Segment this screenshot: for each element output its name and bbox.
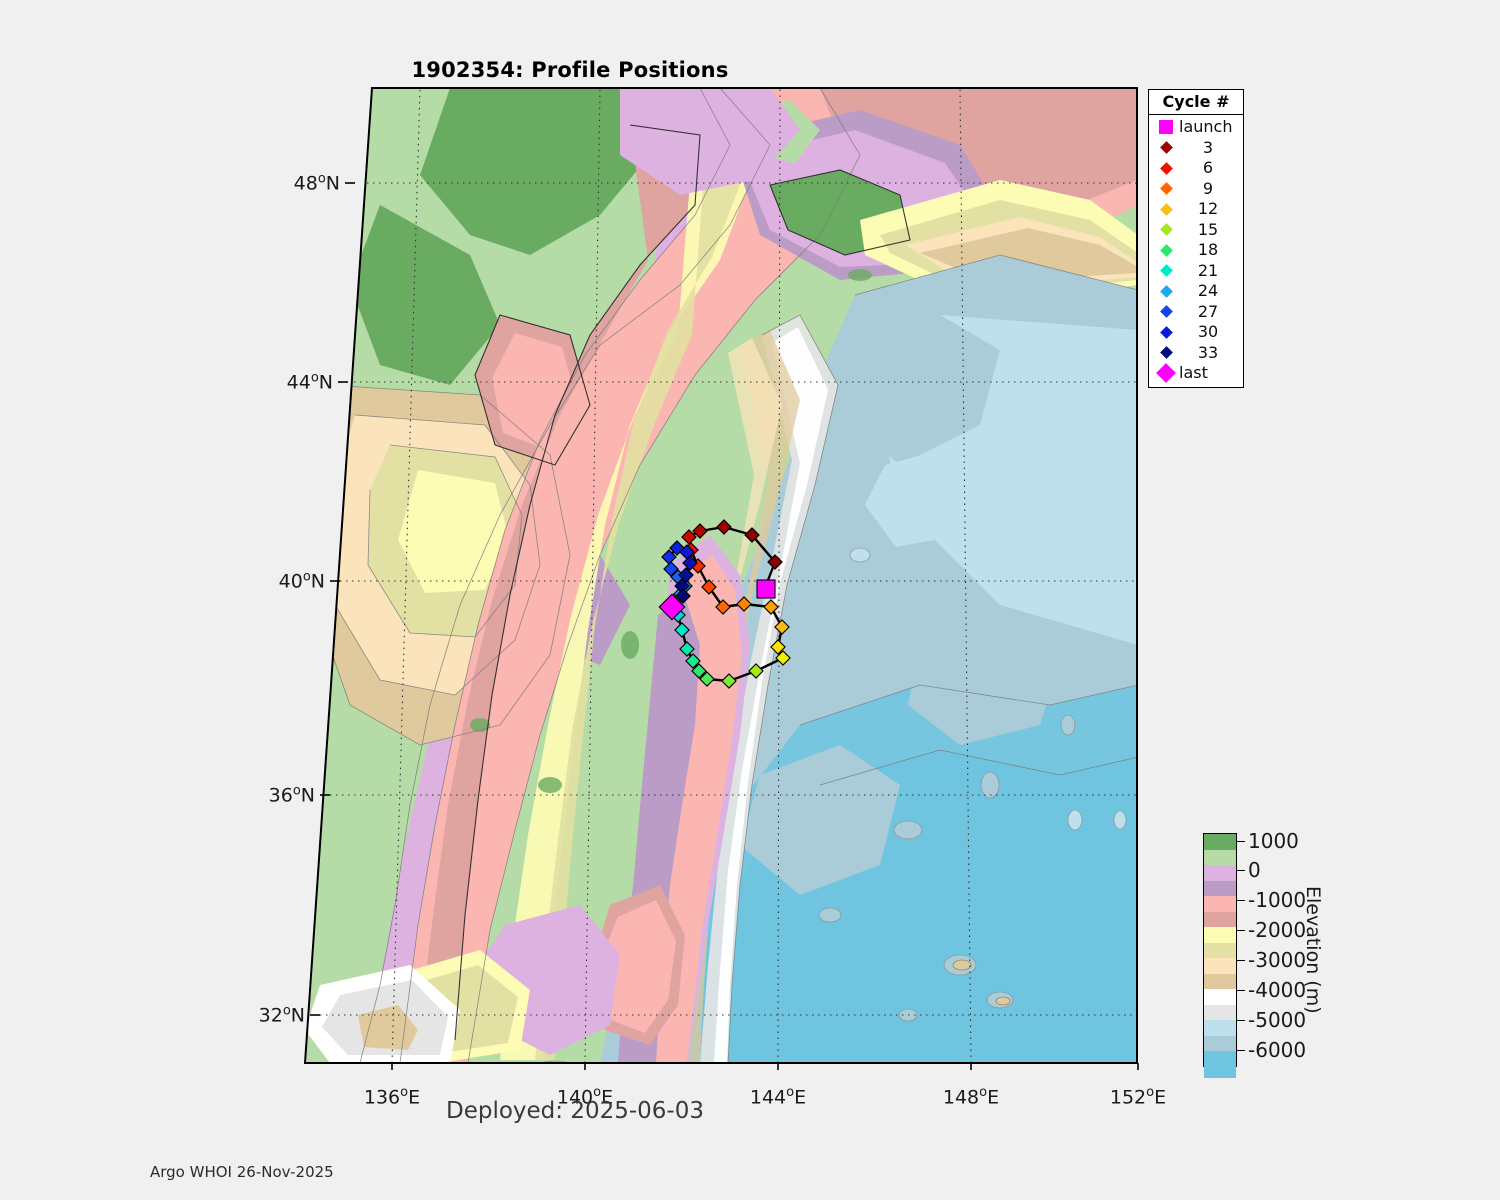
xtick-label: 148oE xyxy=(942,1085,1000,1109)
legend-item-cycle-9[interactable]: 9 xyxy=(1149,179,1243,200)
float-trajectory xyxy=(658,519,791,689)
ytick-label: 32oN xyxy=(258,1003,305,1027)
colorbar-tick-label: -5000 xyxy=(1248,1008,1307,1032)
diamond-marker-icon xyxy=(1155,141,1177,155)
xtick-label: 152oE xyxy=(1109,1085,1167,1109)
launch-marker xyxy=(756,579,776,599)
diamond-marker-icon xyxy=(1155,325,1177,339)
legend-items: launch 3 6 9 12 15 xyxy=(1149,115,1243,387)
legend-label: 30 xyxy=(1197,322,1219,342)
map-frame xyxy=(303,87,1138,1064)
legend-label: 27 xyxy=(1197,301,1219,321)
legend-label: 3 xyxy=(1202,137,1214,157)
xtick-label: 136oE xyxy=(363,1085,421,1109)
legend-item-cycle-15[interactable]: 15 xyxy=(1149,220,1243,241)
legend-item-cycle-12[interactable]: 12 xyxy=(1149,199,1243,220)
legend-label: last xyxy=(1179,363,1208,383)
colorbar-tick-label: -1000 xyxy=(1248,888,1307,912)
terrain-layer xyxy=(305,88,1137,1063)
legend-item-cycle-18[interactable]: 18 xyxy=(1149,240,1243,261)
colorbar-axis-label: Elevation (m) xyxy=(1302,886,1324,1014)
xtick-label: 144oE xyxy=(749,1085,807,1109)
legend-label: 21 xyxy=(1197,260,1219,280)
colorbar-tick-label: -4000 xyxy=(1248,978,1307,1002)
diamond-marker-icon xyxy=(1155,284,1177,298)
ytick-label: 36oN xyxy=(268,783,315,807)
diamond-marker-icon xyxy=(1155,182,1177,196)
last-diamond-icon xyxy=(1155,363,1177,384)
legend-label: 18 xyxy=(1197,240,1219,260)
diamond-marker-icon xyxy=(1155,305,1177,319)
legend-item-cycle-6[interactable]: 6 xyxy=(1149,158,1243,179)
graticule xyxy=(320,88,1137,1063)
legend-label: launch xyxy=(1179,117,1233,137)
legend-label: 15 xyxy=(1197,219,1219,239)
colorbar-tick-label: -6000 xyxy=(1248,1038,1307,1062)
legend-item-last[interactable]: last xyxy=(1149,363,1243,384)
legend-item-launch[interactable]: launch xyxy=(1149,117,1243,138)
diamond-marker-icon xyxy=(1155,202,1177,216)
ytick-label: 44oN xyxy=(286,370,333,394)
legend-item-cycle-24[interactable]: 24 xyxy=(1149,281,1243,302)
legend-label: 24 xyxy=(1197,281,1219,301)
legend-label: 6 xyxy=(1202,158,1214,178)
ytick-label: 48oN xyxy=(293,171,340,195)
colorbar-tick-label: -3000 xyxy=(1248,948,1307,972)
legend-item-cycle-30[interactable]: 30 xyxy=(1149,322,1243,343)
legend-item-cycle-27[interactable]: 27 xyxy=(1149,302,1243,323)
deployed-caption: Deployed: 2025-06-03 xyxy=(445,1098,704,1124)
cycle-legend[interactable]: Cycle # launch 3 6 9 12 xyxy=(1148,89,1244,388)
elevation-colorbar[interactable] xyxy=(1203,833,1237,1078)
map-plot-area[interactable]: 136oE 140oE 144oE 148oE 152oE 48oN 44oN … xyxy=(259,85,1166,1108)
ytick-label: 40oN xyxy=(278,569,325,593)
diamond-marker-icon xyxy=(1155,346,1177,360)
xtick-label: 140oE xyxy=(556,1085,614,1109)
colorbar-tick-label: 0 xyxy=(1248,858,1261,882)
colorbar-tick-label: -2000 xyxy=(1248,918,1307,942)
colorbar-tick-label: 1000 xyxy=(1248,829,1299,853)
page-title: 1902354: Profile Positions xyxy=(411,58,729,82)
diamond-marker-icon xyxy=(1155,161,1177,175)
legend-label: 33 xyxy=(1197,342,1219,362)
diamond-marker-icon xyxy=(1155,223,1177,237)
credit-text: Argo WHOI 26-Nov-2025 xyxy=(150,1163,334,1181)
diamond-marker-icon xyxy=(1155,264,1177,278)
diamond-marker-icon xyxy=(1155,243,1177,257)
legend-item-cycle-33[interactable]: 33 xyxy=(1149,343,1243,364)
legend-title: Cycle # xyxy=(1149,90,1243,115)
legend-item-cycle-21[interactable]: 21 xyxy=(1149,261,1243,282)
last-marker xyxy=(658,593,686,621)
legend-label: 12 xyxy=(1197,199,1219,219)
launch-square-icon xyxy=(1155,120,1177,135)
legend-label: 9 xyxy=(1202,178,1214,198)
bathymetry-map xyxy=(303,87,1139,1070)
legend-item-cycle-3[interactable]: 3 xyxy=(1149,138,1243,159)
